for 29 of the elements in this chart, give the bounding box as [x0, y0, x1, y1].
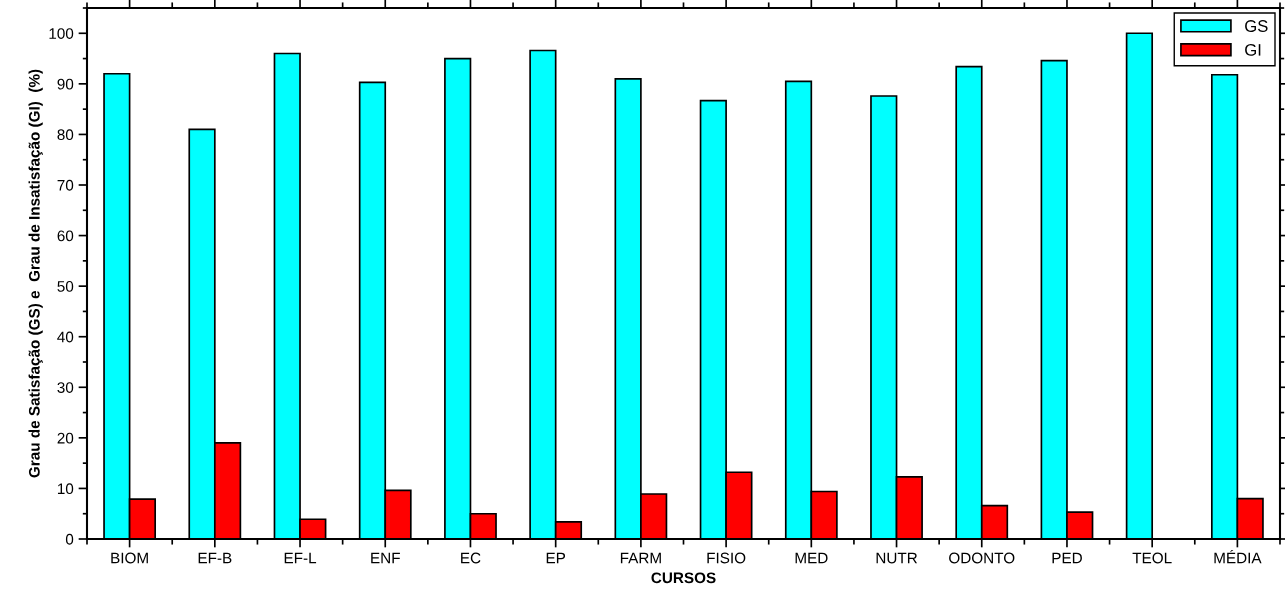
y-axis-title: Grau de Satisfação (GS) e Grau de Insatisfação (GI) (%) — [28, 69, 43, 478]
y-tick-label: 10 — [57, 483, 74, 495]
x-tick-label: EF-B — [198, 552, 232, 564]
x-tick-label: NUTR — [876, 552, 918, 564]
y-tick-label: 100 — [49, 28, 74, 39]
y-tick-label: 0 — [65, 533, 74, 545]
x-axis-title: CURSOS — [651, 572, 716, 584]
y-tick-label: 90 — [57, 78, 74, 90]
x-tick-label: ODONTO — [949, 552, 1015, 564]
y-tick-label: 40 — [57, 331, 74, 343]
x-tick-label: EF-L — [284, 552, 317, 564]
y-tick-label: 60 — [57, 230, 74, 242]
y-tick-label: 50 — [57, 281, 74, 292]
x-tick-label: BIOM — [111, 552, 148, 564]
y-tick-label: 30 — [57, 382, 74, 393]
x-tick-label: EP — [546, 552, 566, 564]
legend-label: GS — [1245, 20, 1268, 32]
x-tick-label: ENF — [371, 552, 400, 564]
y-tick-label: 70 — [57, 179, 74, 191]
x-tick-label: MÉDIA — [1214, 550, 1262, 564]
y-tick-label: 80 — [57, 129, 74, 141]
x-tick-label: FISIO — [707, 552, 746, 564]
x-tick-label: PED — [1052, 552, 1082, 564]
legend-label: GI — [1245, 43, 1261, 56]
y-tick-label: 20 — [57, 432, 74, 444]
x-tick-label: MED — [795, 552, 828, 564]
x-tick-label: FARM — [620, 552, 661, 564]
x-tick-label: TEOL — [1132, 552, 1172, 564]
x-tick-label: EC — [461, 552, 481, 564]
